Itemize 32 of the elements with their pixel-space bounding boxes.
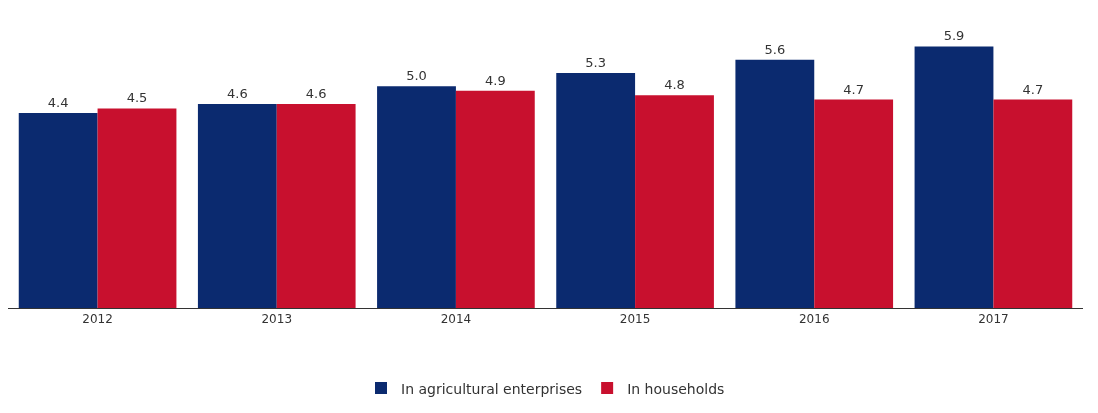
bar bbox=[276, 104, 356, 308]
x-tick-label: 2014 bbox=[440, 312, 472, 327]
data-label: 4.5 bbox=[126, 90, 148, 106]
data-label: 5.3 bbox=[585, 55, 607, 70]
bar bbox=[556, 73, 636, 308]
bar bbox=[814, 99, 894, 308]
bar bbox=[635, 95, 714, 308]
bar bbox=[455, 90, 535, 308]
data-label: 4.9 bbox=[484, 72, 506, 88]
x-tick-label: 2013 bbox=[261, 312, 293, 327]
x-tick-label: 2015 bbox=[619, 312, 651, 327]
data-label: 4.4 bbox=[47, 94, 69, 110]
x-tick-label: 2016 bbox=[798, 312, 830, 327]
bar bbox=[97, 108, 177, 308]
bar bbox=[735, 59, 815, 308]
x-tick-label: 2017 bbox=[978, 312, 1009, 327]
x-tick-label: 2012 bbox=[82, 312, 113, 327]
bar bbox=[993, 99, 1073, 308]
data-label: 5.6 bbox=[764, 41, 786, 57]
data-label: 5.0 bbox=[406, 68, 427, 84]
bar bbox=[377, 86, 456, 308]
bar bbox=[18, 112, 98, 308]
legend-label: In agricultural enterprises bbox=[401, 380, 583, 397]
bar bbox=[197, 104, 277, 308]
data-label: 4.7 bbox=[843, 81, 865, 97]
legend-label: In households bbox=[627, 380, 725, 397]
data-label: 4.6 bbox=[226, 86, 248, 102]
data-label: 5.9 bbox=[943, 28, 965, 44]
bar bbox=[914, 46, 994, 308]
data-label: 4.8 bbox=[664, 77, 685, 93]
data-label: 4.6 bbox=[305, 86, 327, 102]
data-label: 4.7 bbox=[1022, 81, 1044, 97]
